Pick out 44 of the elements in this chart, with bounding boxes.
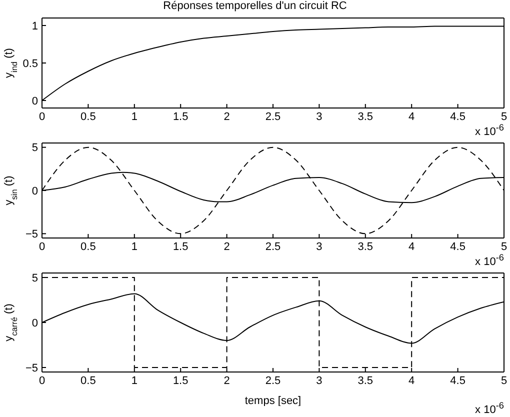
x-tick-label: 4 — [408, 240, 415, 253]
x-tick-label: 2.5 — [265, 240, 281, 253]
y-tick-label: 0 — [32, 95, 38, 108]
chart-title: Réponses temporelles d'un circuit RC — [162, 0, 348, 12]
x-tick-label: 1.5 — [172, 110, 188, 123]
text: x 10$^{-6}$ — [475, 122, 504, 138]
x-tick-label: 2.5 — [265, 110, 281, 123]
x-tick-label: 1 — [131, 240, 138, 253]
x-tick-label: 3 — [316, 110, 322, 123]
x-tick-label: 4.5 — [450, 240, 466, 253]
x-tick-label: 4 — [408, 374, 415, 387]
x-tick-label: 3.5 — [358, 374, 374, 387]
x-tick-label: 0.5 — [80, 110, 96, 123]
x-tick-label: 1.5 — [172, 374, 188, 387]
y-tick-label: 0.5 — [22, 58, 38, 70]
x-tick-label: 2 — [224, 110, 230, 123]
y-tick-label: 5 — [32, 272, 38, 284]
x-tick-label: 3 — [316, 240, 322, 253]
x-tick-label: 5 — [500, 110, 508, 123]
x-tick-label: 1.5 — [172, 240, 188, 253]
y-tick-label: −5 — [25, 228, 38, 241]
x-tick-label: 3.5 — [358, 110, 374, 123]
x-tick-label: 5 — [500, 240, 508, 253]
x-tick-label: 0.5 — [80, 240, 96, 253]
x-tick-label: 2 — [224, 374, 230, 387]
x-tick-label: 4.5 — [450, 110, 466, 123]
x-tick-label: 1 — [131, 374, 138, 387]
x-tick-label: 0.5 — [80, 374, 96, 387]
x-axis-title: temps [sec] — [244, 395, 302, 407]
y-tick-label: 1 — [32, 20, 38, 32]
x-tick-label: 5 — [500, 374, 508, 387]
y-tick-label: −5 — [25, 362, 38, 374]
y-tick-label: 5 — [32, 142, 38, 154]
text: x 10$^{-6}$ — [475, 252, 504, 268]
x-tick-label: 3 — [316, 374, 322, 387]
x-tick-label: 2.5 — [265, 374, 281, 387]
x-tick-label: 1 — [131, 110, 138, 123]
y-tick-label: 0 — [32, 317, 38, 330]
y-tick-label: 0 — [32, 185, 38, 198]
x-tick-label: 3.5 — [358, 240, 374, 253]
text: x 10$^{-6}$ — [475, 400, 504, 416]
x-tick-label: 4 — [408, 110, 415, 123]
x-tick-label: 2 — [224, 240, 230, 253]
x-tick-label: 4.5 — [450, 374, 466, 387]
